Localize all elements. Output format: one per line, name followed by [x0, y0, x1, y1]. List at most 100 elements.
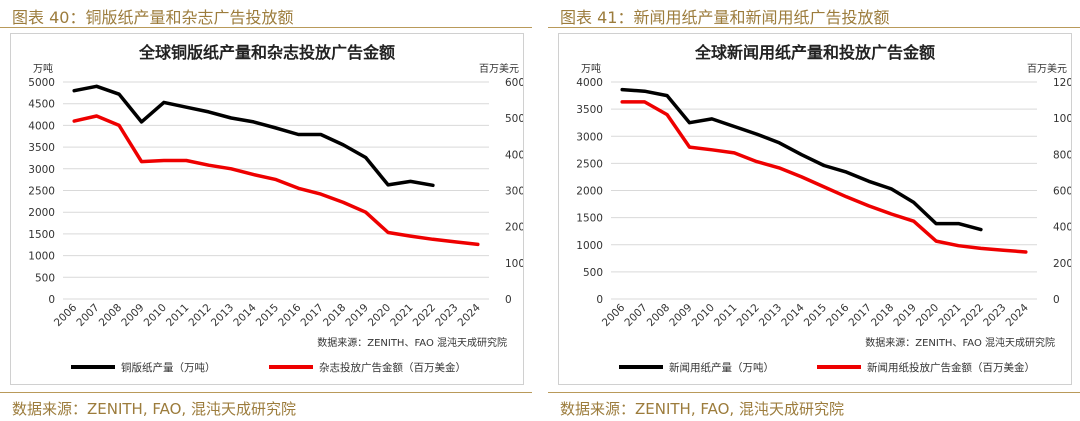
- chart-title: 全球新闻用纸产量和投放广告金额: [694, 43, 935, 62]
- series-line: [620, 100, 1028, 254]
- x-tick-label: 2024: [1004, 301, 1032, 329]
- right-axis-unit: 百万美元: [1027, 62, 1067, 75]
- x-tick-label: 2023: [433, 302, 460, 329]
- source-note: 数据来源：ZENITH、FAO 混沌天成研究院: [317, 336, 507, 349]
- x-tick-label: 2011: [164, 302, 191, 329]
- footer-rule: [548, 392, 1080, 393]
- x-tick-label: 2008: [97, 302, 124, 329]
- x-tick-label: 2014: [231, 301, 259, 329]
- left-axis-unit: 万吨: [33, 62, 53, 75]
- y-left-tick-label: 2500: [28, 186, 55, 198]
- x-tick-label: 2010: [142, 302, 169, 329]
- figure-caption: 图表 41：新闻用纸产量和新闻用纸广告投放额: [560, 8, 890, 27]
- x-tick-label: 2007: [622, 302, 649, 329]
- series-line: [72, 84, 435, 188]
- x-tick-label: 2014: [779, 301, 807, 329]
- y-right-tick-label: 0: [1053, 294, 1060, 306]
- y-right-tick-label: 60000: [505, 77, 523, 89]
- y-right-tick-label: 30000: [505, 186, 523, 198]
- y-left-tick-label: 3500: [28, 142, 55, 154]
- x-tick-label: 2013: [757, 302, 784, 329]
- y-left-tick-label: 1500: [576, 213, 603, 225]
- y-left-tick-label: 1000: [576, 240, 603, 252]
- y-left-tick-label: 4000: [28, 120, 55, 132]
- x-tick-label: 2017: [299, 302, 326, 329]
- y-left-tick-label: 5000: [28, 77, 55, 89]
- x-tick-label: 2022: [959, 302, 986, 329]
- x-tick-label: 2016: [824, 301, 852, 329]
- legend-label: 杂志投放广告金额（百万美金）: [319, 361, 466, 374]
- y-left-tick-label: 500: [583, 267, 603, 279]
- y-left-tick-label: 1500: [28, 229, 55, 241]
- x-tick-label: 2020: [366, 302, 393, 329]
- y-left-tick-label: 2000: [576, 186, 603, 198]
- figure-40: 图表 40：铜版纸产量和杂志广告投放额 全球铜版纸产量和杂志投放广告金额 万吨 百万…: [0, 0, 538, 421]
- x-tick-label: 2010: [690, 302, 717, 329]
- x-tick-label: 2009: [119, 302, 146, 329]
- x-tick-label: 2011: [712, 302, 739, 329]
- x-tick-label: 2023: [981, 302, 1008, 329]
- y-left-tick-label: 1000: [28, 251, 55, 263]
- caption-rule: [0, 27, 532, 28]
- x-tick-label: 2021: [388, 302, 415, 329]
- x-tick-label: 2024: [456, 301, 484, 329]
- y-left-tick-label: 0: [48, 294, 55, 306]
- x-tick-label: 2019: [891, 302, 918, 329]
- figure-source: 数据来源：ZENITH, FAO, 混沌天成研究院: [12, 400, 296, 418]
- source-note: 数据来源：ZENITH、FAO 混沌天成研究院: [865, 336, 1055, 349]
- x-tick-label: 2007: [74, 302, 101, 329]
- x-tick-label: 2018: [321, 302, 348, 329]
- y-right-tick-label: 20000: [505, 222, 523, 234]
- y-left-tick-label: 0: [596, 294, 603, 306]
- x-tick-label: 2022: [411, 302, 438, 329]
- chart-frame: 全球铜版纸产量和杂志投放广告金额 万吨 百万美元 0 500 1000 1500 2000 25…: [10, 33, 538, 385]
- figure-caption: 图表 40：铜版纸产量和杂志广告投放额: [12, 8, 294, 27]
- y-right-tick-label: 100000: [1053, 113, 1071, 125]
- y-left-tick-label: 2000: [28, 207, 55, 219]
- x-tick-label: 2019: [343, 302, 370, 329]
- x-tick-label: 2013: [209, 302, 236, 329]
- y-right-tick-label: 80000: [1053, 149, 1071, 161]
- y-right-tick-label: 60000: [1053, 186, 1071, 198]
- x-tick-label: 2020: [914, 302, 941, 329]
- footer-rule: [0, 392, 532, 393]
- y-left-tick-label: 2500: [576, 158, 603, 170]
- right-axis-unit: 百万美元: [479, 62, 519, 75]
- y-right-tick-label: 0: [505, 294, 512, 306]
- x-tick-label: 2009: [667, 302, 694, 329]
- legend-label: 新闻用纸产量（万吨）: [669, 361, 774, 374]
- figure-41: 图表 41：新闻用纸产量和新闻用纸广告投放额 全球新闻用纸产量和投放广告金额万吨…: [548, 0, 1080, 421]
- legend-label: 新闻用纸投放广告金额（百万美金）: [867, 361, 1035, 374]
- y-left-tick-label: 4000: [576, 77, 603, 89]
- caption-rule: [548, 27, 1080, 28]
- x-tick-label: 2015: [254, 302, 281, 329]
- x-tick-label: 2016: [276, 301, 304, 329]
- x-tick-label: 2015: [802, 302, 829, 329]
- series-line: [620, 87, 983, 232]
- chart-frame: 全球新闻用纸产量和投放广告金额万吨 百万美元 0 500 1000 1500 2000 250…: [558, 33, 1080, 385]
- series-line: [72, 114, 480, 247]
- x-tick-label: 2017: [847, 302, 874, 329]
- y-left-tick-label: 4500: [28, 99, 55, 111]
- x-tick-label: 2006: [52, 301, 80, 329]
- x-tick-label: 2006: [600, 301, 628, 329]
- x-tick-label: 2012: [734, 302, 761, 329]
- y-right-tick-label: 120000: [1053, 77, 1071, 89]
- x-tick-label: 2021: [936, 302, 963, 329]
- y-left-tick-label: 3000: [28, 164, 55, 176]
- figure-source: 数据来源：ZENITH, FAO, 混沌天成研究院: [560, 400, 844, 418]
- y-right-tick-label: 20000: [1053, 258, 1071, 270]
- legend-label: 铜版纸产量（万吨）: [121, 361, 216, 374]
- y-left-tick-label: 3000: [576, 131, 603, 143]
- left-axis-unit: 万吨: [581, 62, 601, 75]
- y-left-tick-label: 500: [35, 272, 55, 284]
- y-right-tick-label: 10000: [505, 258, 523, 270]
- y-left-tick-label: 3500: [576, 104, 603, 116]
- x-tick-label: 2012: [186, 302, 213, 329]
- x-tick-label: 2018: [869, 302, 896, 329]
